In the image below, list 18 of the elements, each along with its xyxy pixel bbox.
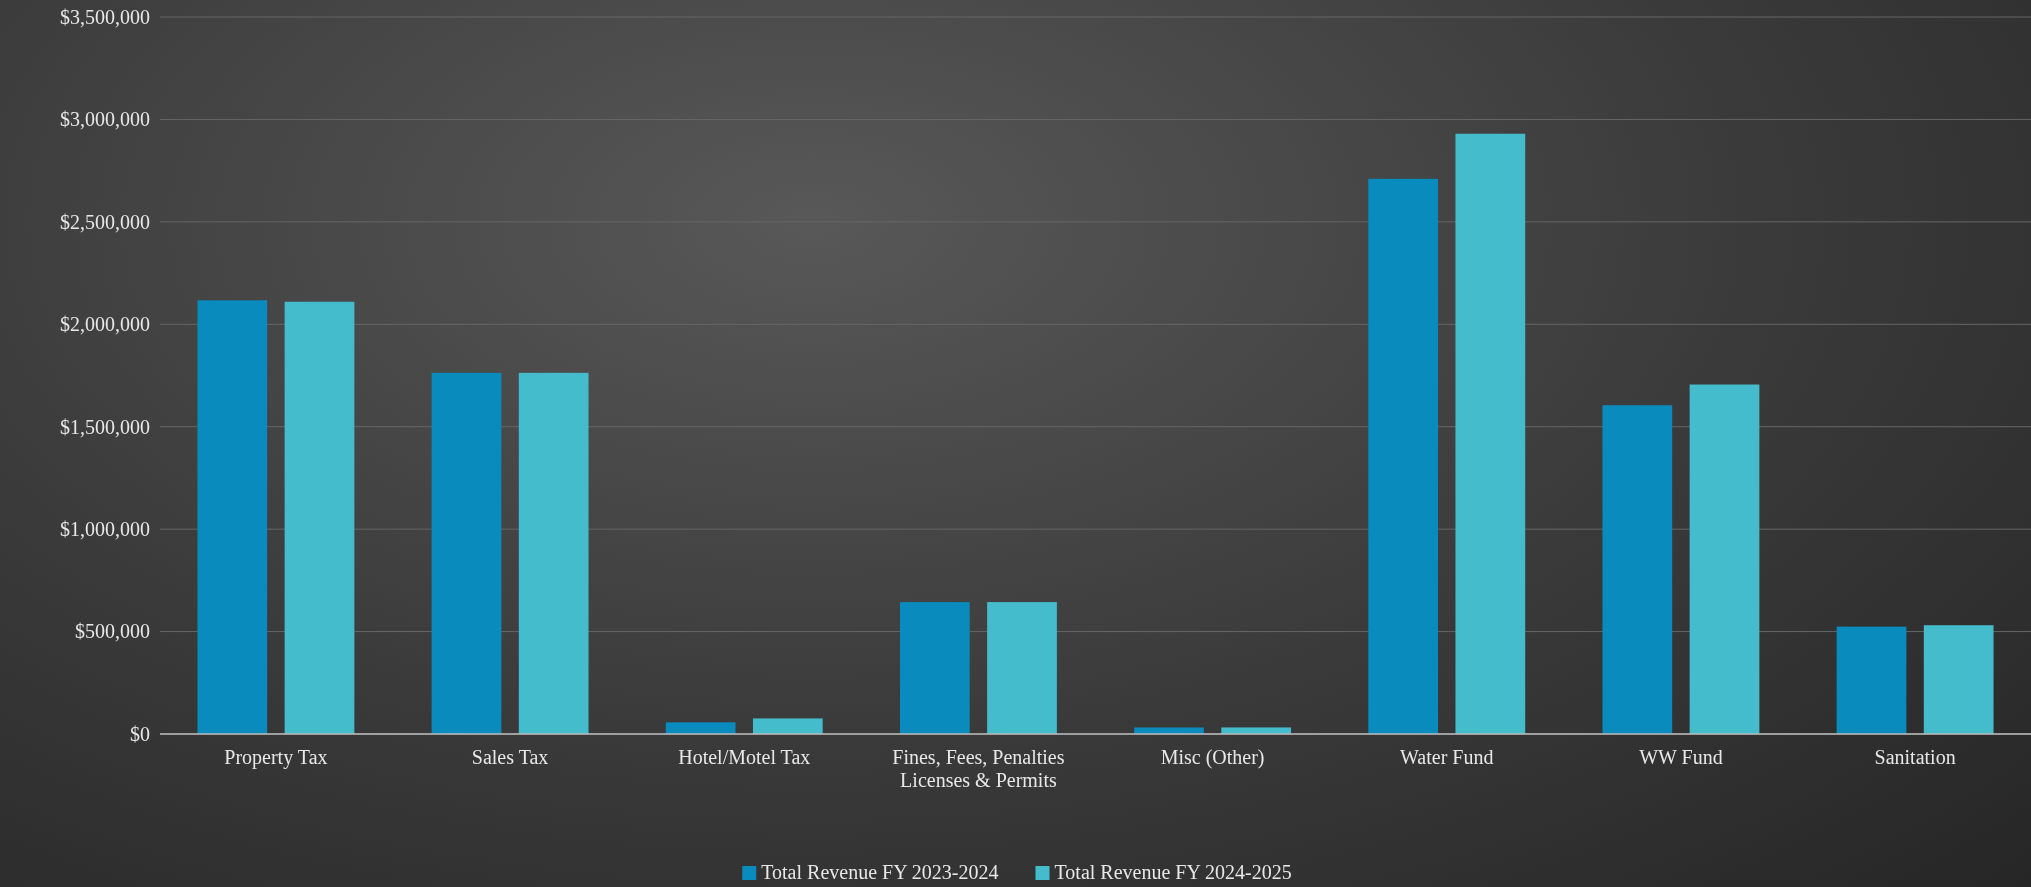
- y-tick-label: $500,000: [75, 620, 150, 643]
- x-tick-label: Sanitation: [1874, 746, 1956, 769]
- y-tick-label: $2,500,000: [60, 210, 150, 233]
- x-tick-label: Fines, Fees, Penalties Licenses & Permits: [892, 746, 1065, 792]
- x-tick-label: Hotel/Motel Tax: [678, 746, 811, 769]
- x-tick-label: Misc (Other): [1160, 746, 1265, 770]
- x-tick-label: Property Tax: [224, 746, 328, 770]
- x-tick-label: Sales Tax: [471, 746, 549, 769]
- y-tick-label: $3,000,000: [60, 108, 150, 131]
- x-tick-label: WW Fund: [1639, 746, 1723, 769]
- x-tick-label: Water Fund: [1400, 746, 1494, 769]
- legend-label: Total Revenue FY 2023-2024: [761, 861, 999, 883]
- y-tick-label: $3,500,000: [60, 5, 150, 28]
- y-tick-label: $1,500,000: [60, 415, 150, 438]
- y-tick-label: $0: [130, 722, 150, 745]
- legend-label: Total Revenue FY 2024-2025: [1054, 861, 1292, 883]
- y-tick-label: $2,000,000: [60, 313, 150, 336]
- y-tick-label: $1,000,000: [60, 518, 150, 541]
